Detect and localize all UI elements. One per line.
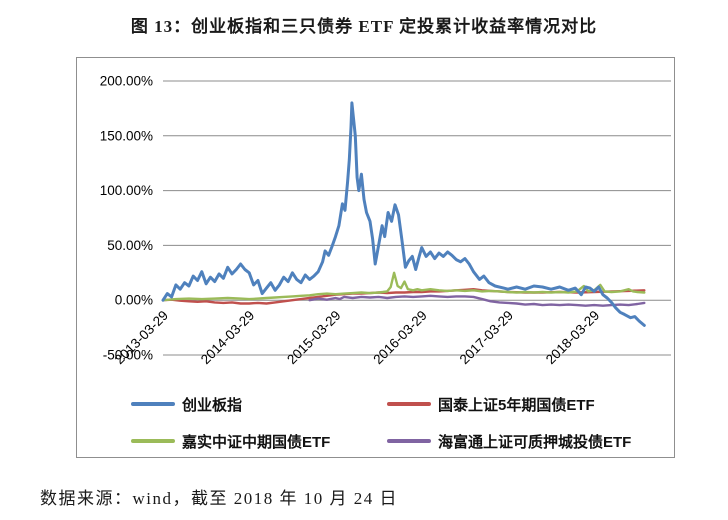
legend-label-chinext: 创业板指 xyxy=(182,396,243,414)
legend-swatch-purple-icon xyxy=(387,439,431,443)
legend-swatch-blue-icon xyxy=(131,402,175,406)
legend-item-jiashi-bond-etf: 嘉实中证中期国债ETF xyxy=(131,431,330,451)
legend-swatch-green-icon xyxy=(131,439,175,443)
x-tick-label: 2018-03-29 xyxy=(543,308,602,367)
series-line-3 xyxy=(308,294,646,307)
legend-label-guotai-bond-etf: 国泰上证5年期国债ETF xyxy=(438,396,595,414)
legend-item-chinext: 创业板指 xyxy=(131,394,242,414)
chart-frame: 200.00% 150.00% 100.00% 50.00% 0.00% -50.00% 2… xyxy=(76,57,675,458)
y-tick-label: -50.00% xyxy=(103,348,153,363)
x-tick-label: 2016-03-29 xyxy=(370,308,429,367)
data-source-note: 数据来源：wind，截至 2018 年 10 月 24 日 xyxy=(40,489,398,508)
legend-swatch-red-icon xyxy=(387,402,431,406)
y-tick-label: 100.00% xyxy=(100,183,153,198)
legend-label-jiashi-bond-etf: 嘉实中证中期国债ETF xyxy=(182,433,331,451)
series-line-2 xyxy=(161,271,646,302)
legend-label-haifutong-bond-etf: 海富通上证可质押城投债ETF xyxy=(438,433,632,451)
x-tick-label: 2017-03-29 xyxy=(457,308,516,367)
y-tick-label: 0.00% xyxy=(115,293,153,308)
legend-item-haifutong-bond-etf: 海富通上证可质押城投债ETF xyxy=(387,431,631,451)
series-line-0 xyxy=(161,101,646,327)
x-tick-label: 2014-03-29 xyxy=(198,308,257,367)
plot-area: 200.00% 150.00% 100.00% 50.00% 0.00% -50.00% 2… xyxy=(100,74,671,367)
y-tick-label: 50.00% xyxy=(107,238,153,253)
figure-title: 图 13：创业板指和三只债券 ETF 定投累计收益率情况对比 xyxy=(130,17,598,36)
x-tick-label: 2015-03-29 xyxy=(284,308,343,367)
legend-item-guotai-bond-etf: 国泰上证5年期国债ETF xyxy=(387,394,595,414)
y-tick-label: 200.00% xyxy=(100,74,153,89)
y-tick-label: 150.00% xyxy=(100,128,153,143)
